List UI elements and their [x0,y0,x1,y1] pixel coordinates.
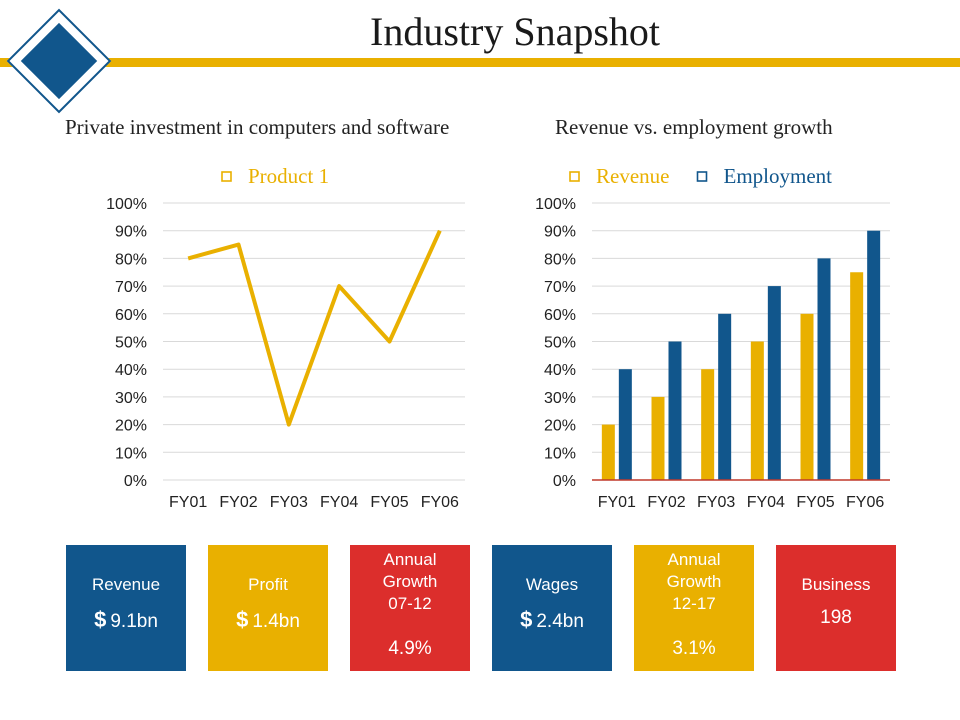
title-accent-bar [0,58,960,67]
kpi-tile: Revenue $9.1bn [66,545,186,671]
bar-chart-y-tick-label: 0% [553,473,576,490]
bar-chart-x-tick-label: FY02 [647,494,685,511]
kpi-tile-label: Annual [667,550,721,569]
bar-chart-bar-employment [817,258,831,480]
bar-chart-bar-employment [867,230,881,480]
bar-chart-x-tick-label: FY05 [796,494,834,511]
line-chart-x-tick-label: FY01 [169,494,207,511]
page-title-text: Industry Snapshot [356,9,674,54]
bar-chart-x-tick-label: FY03 [697,494,735,511]
bar-chart-x-tick-label: FY06 [846,494,884,511]
kpi-tile-value: $1.4bn [208,607,328,633]
bar-chart-x-tick-label: FY04 [747,494,785,511]
kpi-tile-label: Revenue [91,575,161,594]
kpi-tile: Annual Growth 07-12 4.9% [350,545,470,671]
line-chart-x-tick-label: FY04 [320,494,358,511]
kpi-tile-number: 2.4bn [536,611,584,632]
kpi-tile-number: 9.1bn [110,611,158,632]
line-chart-y-tick-label: 50% [115,335,147,352]
line-chart-series-product-1 [187,229,442,427]
kpi-tile-number: 4.9% [388,638,432,659]
kpi-tile-value: 198 [776,607,896,629]
bar-chart-legend-label: Revenue [596,164,669,188]
kpi-tile: Profit $1.4bn [208,545,328,671]
bar-chart-x-tick-label: FY01 [598,494,636,511]
bar-chart-y-tick-label: 80% [544,251,576,268]
bar-chart-bar-employment [718,313,732,480]
line-chart-y-tick-label: 20% [115,418,147,435]
line-chart-legend-marker [221,171,232,182]
line-chart-y-tick-label: 100% [106,196,147,213]
bar-chart-bar-employment [767,286,781,480]
kpi-tile-number: 3.1% [672,638,716,659]
bar-chart-y-tick-label: 100% [535,196,576,213]
bar-chart-bar-revenue [750,341,764,480]
kpi-tile-label: Business [801,575,871,594]
line-chart-y-tick-label: 60% [115,307,147,324]
line-chart-y-tick-label: 40% [115,362,147,379]
kpi-tile-label: Annual [383,550,437,569]
kpi-tile: Annual Growth 12-17 3.1% [634,545,754,671]
bar-chart-y-tick-label: 90% [544,224,576,241]
kpi-tile-value: $2.4bn [492,607,612,633]
bar-chart-bar-revenue [800,313,814,480]
kpi-tile-number: 1.4bn [252,611,300,632]
kpi-tile: Business 198 [776,545,896,671]
bar-chart-y-tick-label: 10% [544,445,576,462]
line-chart-legend-label: Product 1 [248,164,329,188]
page-title: Industry Snapshot [0,8,960,55]
bar-chart-legend-marker [569,171,580,182]
bar-chart-y-tick-label: 20% [544,418,576,435]
line-chart-x-tick-label: FY05 [370,494,408,511]
kpi-tile-label: Growth [666,572,722,591]
kpi-tile-label: Growth [382,572,438,591]
bar-chart-bar-revenue [850,272,864,480]
bar-chart-bar-revenue [651,396,665,480]
bar-chart-y-tick-label: 70% [544,279,576,296]
bar-chart-y-tick-label: 60% [544,307,576,324]
line-chart-x-tick-label: FY03 [270,494,308,511]
bar-chart-bar-employment [618,369,632,480]
kpi-tile-label: Wages [525,575,579,594]
bar-chart-legend-marker [696,171,708,182]
bar-chart-y-tick-label: 40% [544,362,576,379]
bar-chart-bar-employment [668,341,682,480]
bar-chart-bar-revenue [601,424,615,480]
kpi-tile-value: 3.1% [634,638,754,660]
bar-chart: 100% 90% 80% 70% 60% 50% 40% 30% 20% 10% 0% FY01 FY0… [535,164,890,511]
line-chart-y-tick-label: 70% [115,279,147,296]
kpi-tile-currency: $ [520,607,533,632]
bar-chart-y-tick-label: 30% [544,390,576,407]
line-chart-title: Private investment in computers and soft… [65,115,450,139]
kpi-tile-label: 07-12 [388,594,432,613]
line-chart-x-tick-label: FY02 [219,494,257,511]
line-chart-y-tick-label: 30% [115,390,147,407]
kpi-tile-label: Profit [248,575,288,594]
line-chart-y-tick-label: 0% [124,473,147,490]
bar-chart-legend-label: Employment [724,164,833,188]
line-chart-y-tick-label: 80% [115,251,147,268]
kpi-tile-currency: $ [236,607,249,632]
bar-chart-title: Revenue vs. employment growth [555,115,833,139]
line-chart: 100% 90% 80% 70% 60% 50% 40% 30% 20% 10% 0% FY01 FY0… [106,164,465,511]
bar-chart-y-tick-label: 50% [544,335,576,352]
line-chart-y-tick-label: 90% [115,224,147,241]
kpi-tile-value: $9.1bn [66,607,186,633]
bar-chart-bar-revenue [701,369,715,480]
line-chart-y-tick-label: 10% [115,445,147,462]
kpi-tile-number: 198 [820,607,852,628]
kpi-tile: Wages $2.4bn [492,545,612,671]
kpi-tile-label: 12-17 [672,594,716,613]
kpi-tile-currency: $ [94,607,107,632]
kpi-tile-value: 4.9% [350,638,470,660]
line-chart-x-tick-label: FY06 [421,494,459,511]
